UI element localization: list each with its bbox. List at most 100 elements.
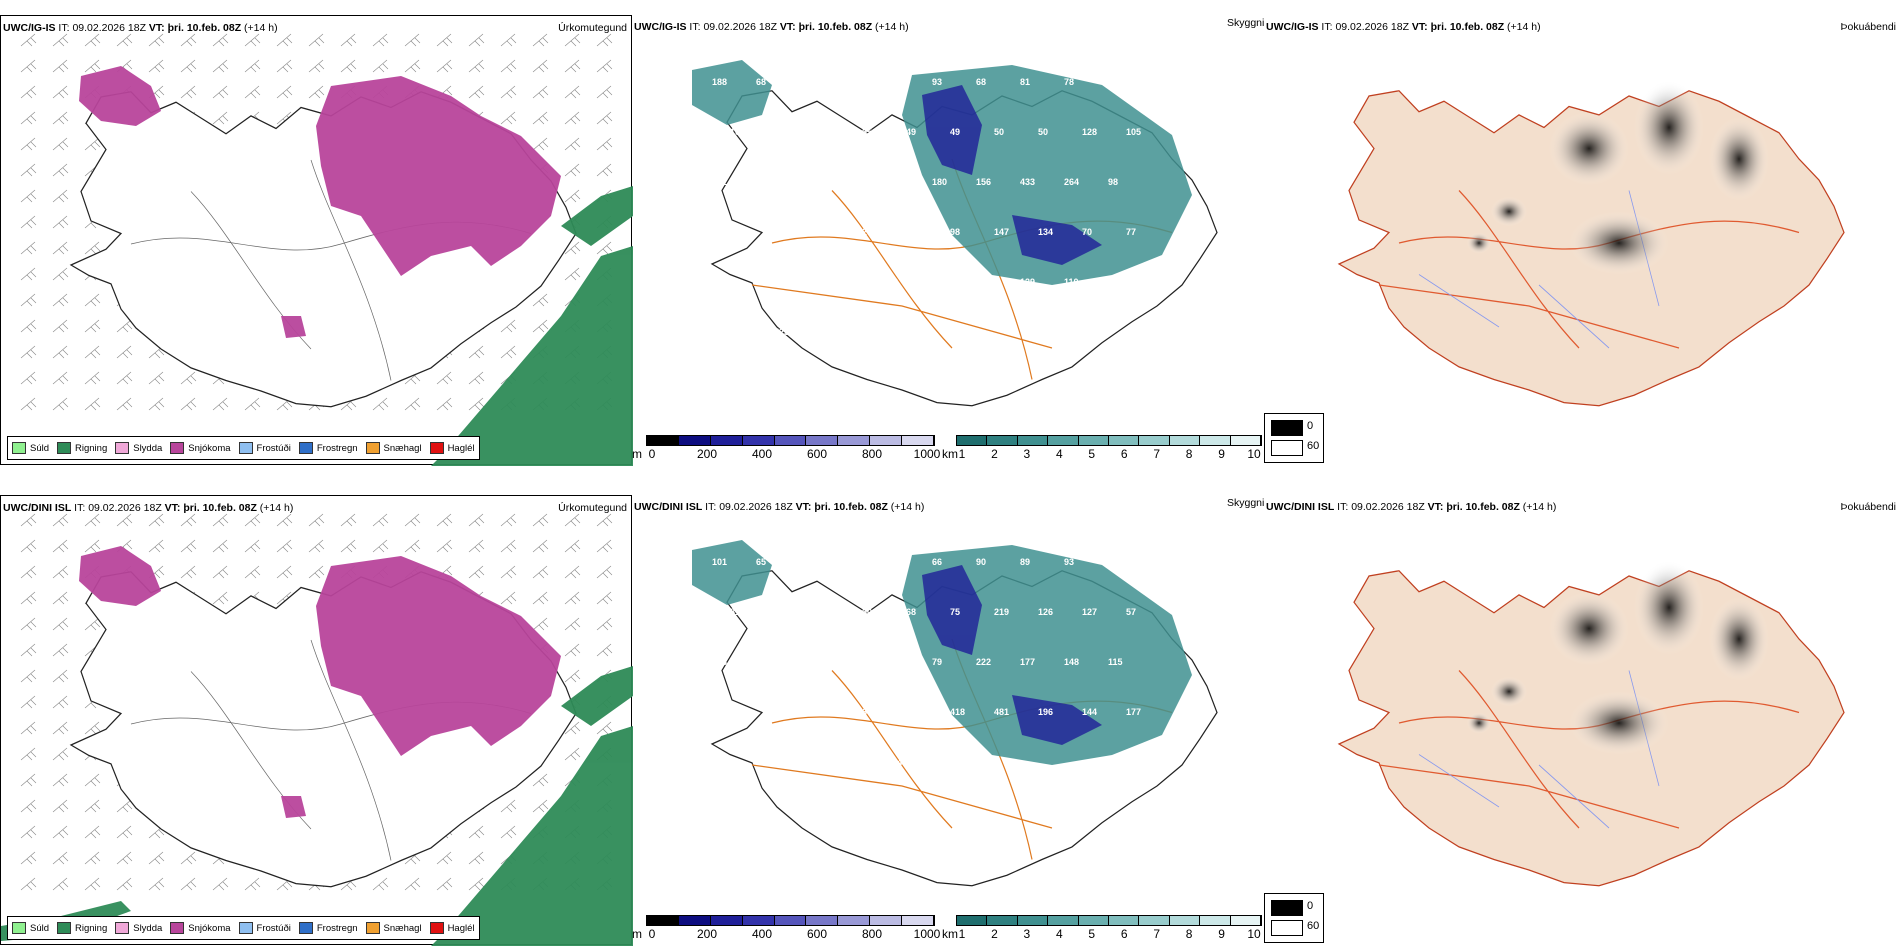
wind-barb — [52, 137, 69, 151]
legend-label: Rigning — [75, 922, 108, 934]
legend-item: Frostregn — [298, 922, 358, 934]
legend-label: Snæhagl — [383, 442, 422, 454]
height-bar-tick: 800 — [861, 927, 883, 941]
visibility-map: 101 65 91 151 60 66 90 89 93 67 81 87 53 60 68 75 219 126… — [692, 540, 1218, 887]
wind-barb — [564, 747, 581, 761]
legend-swatch — [298, 442, 313, 454]
snow-areas — [79, 66, 561, 338]
km-bar-tick: 2 — [991, 927, 998, 941]
wind-barb — [468, 371, 485, 385]
visibility-value: 91 — [800, 557, 810, 567]
wind-barb — [52, 591, 69, 605]
fog-legend-label: 60 — [1307, 440, 1320, 452]
height-bar-segment — [806, 436, 839, 445]
height-bar-tick: 400 — [751, 927, 773, 941]
legend-label: Frostregn — [316, 442, 358, 454]
wind-barb — [84, 539, 101, 553]
wind-barb — [372, 877, 389, 891]
wind-barb — [308, 565, 325, 579]
wind-barb — [468, 397, 485, 411]
visibility-value: 102 — [712, 757, 727, 767]
panel-title: Úrkomutegund — [558, 22, 627, 34]
wind-barb — [84, 851, 101, 865]
wind-barb — [564, 617, 581, 631]
km-bar-tick: 1 — [958, 927, 966, 941]
wind-barb — [596, 513, 613, 527]
wind-barb — [20, 513, 37, 527]
height-bar-segment — [742, 436, 775, 445]
km-bar-segment — [1169, 436, 1201, 445]
visibility-value: 190 — [888, 177, 903, 187]
wind-barb — [596, 85, 613, 99]
panel-title: Þokuábendi — [1840, 501, 1896, 513]
legend-label: Frostúði — [256, 922, 291, 934]
visibility-value: 87 — [1108, 77, 1118, 87]
wind-barb — [564, 721, 581, 735]
wind-barb — [500, 345, 517, 359]
fog-map — [1337, 80, 1845, 407]
wind-barb — [52, 85, 69, 99]
visibility-value: 57 — [1126, 607, 1136, 617]
wind-barb — [20, 163, 37, 177]
wind-barb — [564, 163, 581, 177]
wind-barb — [52, 319, 69, 333]
wind-barb — [84, 137, 101, 151]
wind-barb — [404, 33, 421, 47]
legend-swatch — [238, 922, 253, 934]
wind-barb — [84, 825, 101, 839]
visibility-value: 222 — [976, 657, 991, 667]
wind-barb — [148, 877, 165, 891]
height-bar-tick: 0 — [648, 927, 656, 941]
visibility-value: 66 — [932, 557, 942, 567]
legend-label: Frostregn — [316, 922, 358, 934]
wind-barb — [84, 345, 101, 359]
wind-barb — [564, 33, 581, 47]
visibility-value: 123 — [712, 657, 727, 667]
fog-area — [1569, 211, 1669, 275]
wind-barb — [52, 851, 69, 865]
wind-barb — [596, 565, 613, 579]
visibility-value: 62 — [906, 707, 916, 717]
wind-barb — [532, 565, 549, 579]
wind-barb — [180, 851, 197, 865]
wind-barb — [52, 215, 69, 229]
height-bar-segment — [870, 916, 903, 925]
height-area — [922, 85, 982, 175]
wind-barb — [180, 33, 197, 47]
visibility-value: 115 — [1108, 657, 1123, 667]
legend-item: Haglél — [429, 442, 475, 454]
wind-barb — [52, 825, 69, 839]
visibility-value: 62 — [818, 127, 828, 137]
legend-item: Súld — [12, 922, 49, 934]
wind-barb — [20, 721, 37, 735]
visibility-labels: 101 65 91 151 60 66 90 89 93 67 81 87 53 60 68 75 219 126… — [712, 557, 1141, 767]
legend-swatch — [12, 922, 26, 934]
legend-label: Haglél — [447, 922, 475, 934]
wind-barb — [244, 539, 261, 553]
wind-barb — [52, 643, 69, 657]
legend-item: Snjókoma — [170, 922, 231, 934]
fog-index-areas — [1467, 560, 1769, 755]
km-bar-segment — [987, 916, 1018, 925]
fog-area — [1467, 712, 1491, 734]
visibility-value: 159 — [1108, 277, 1123, 287]
visibility-value: 101 — [844, 177, 859, 187]
wind-barb — [20, 643, 37, 657]
wind-barb — [20, 215, 37, 229]
visibility-value: 188 — [712, 77, 727, 87]
wind-barb — [596, 591, 613, 605]
wind-barb — [20, 189, 37, 203]
legend-label: Rigning — [75, 442, 108, 454]
fog-area — [1634, 560, 1704, 655]
wind-barb — [52, 669, 69, 683]
visibility-panel: UWC/IG-IS IT: 09.02.2026 18Z VT: þri. 10… — [632, 15, 1264, 465]
wind-barb — [340, 539, 357, 553]
wind-barb — [20, 267, 37, 281]
wind-barb — [404, 513, 421, 527]
fog-legend-label: 60 — [1307, 920, 1320, 932]
visibility-value: 89 — [1020, 557, 1030, 567]
wind-barb — [308, 59, 325, 73]
wind-barb — [596, 163, 613, 177]
wind-barb — [564, 85, 581, 99]
fog-legend-label: 0 — [1307, 900, 1314, 912]
